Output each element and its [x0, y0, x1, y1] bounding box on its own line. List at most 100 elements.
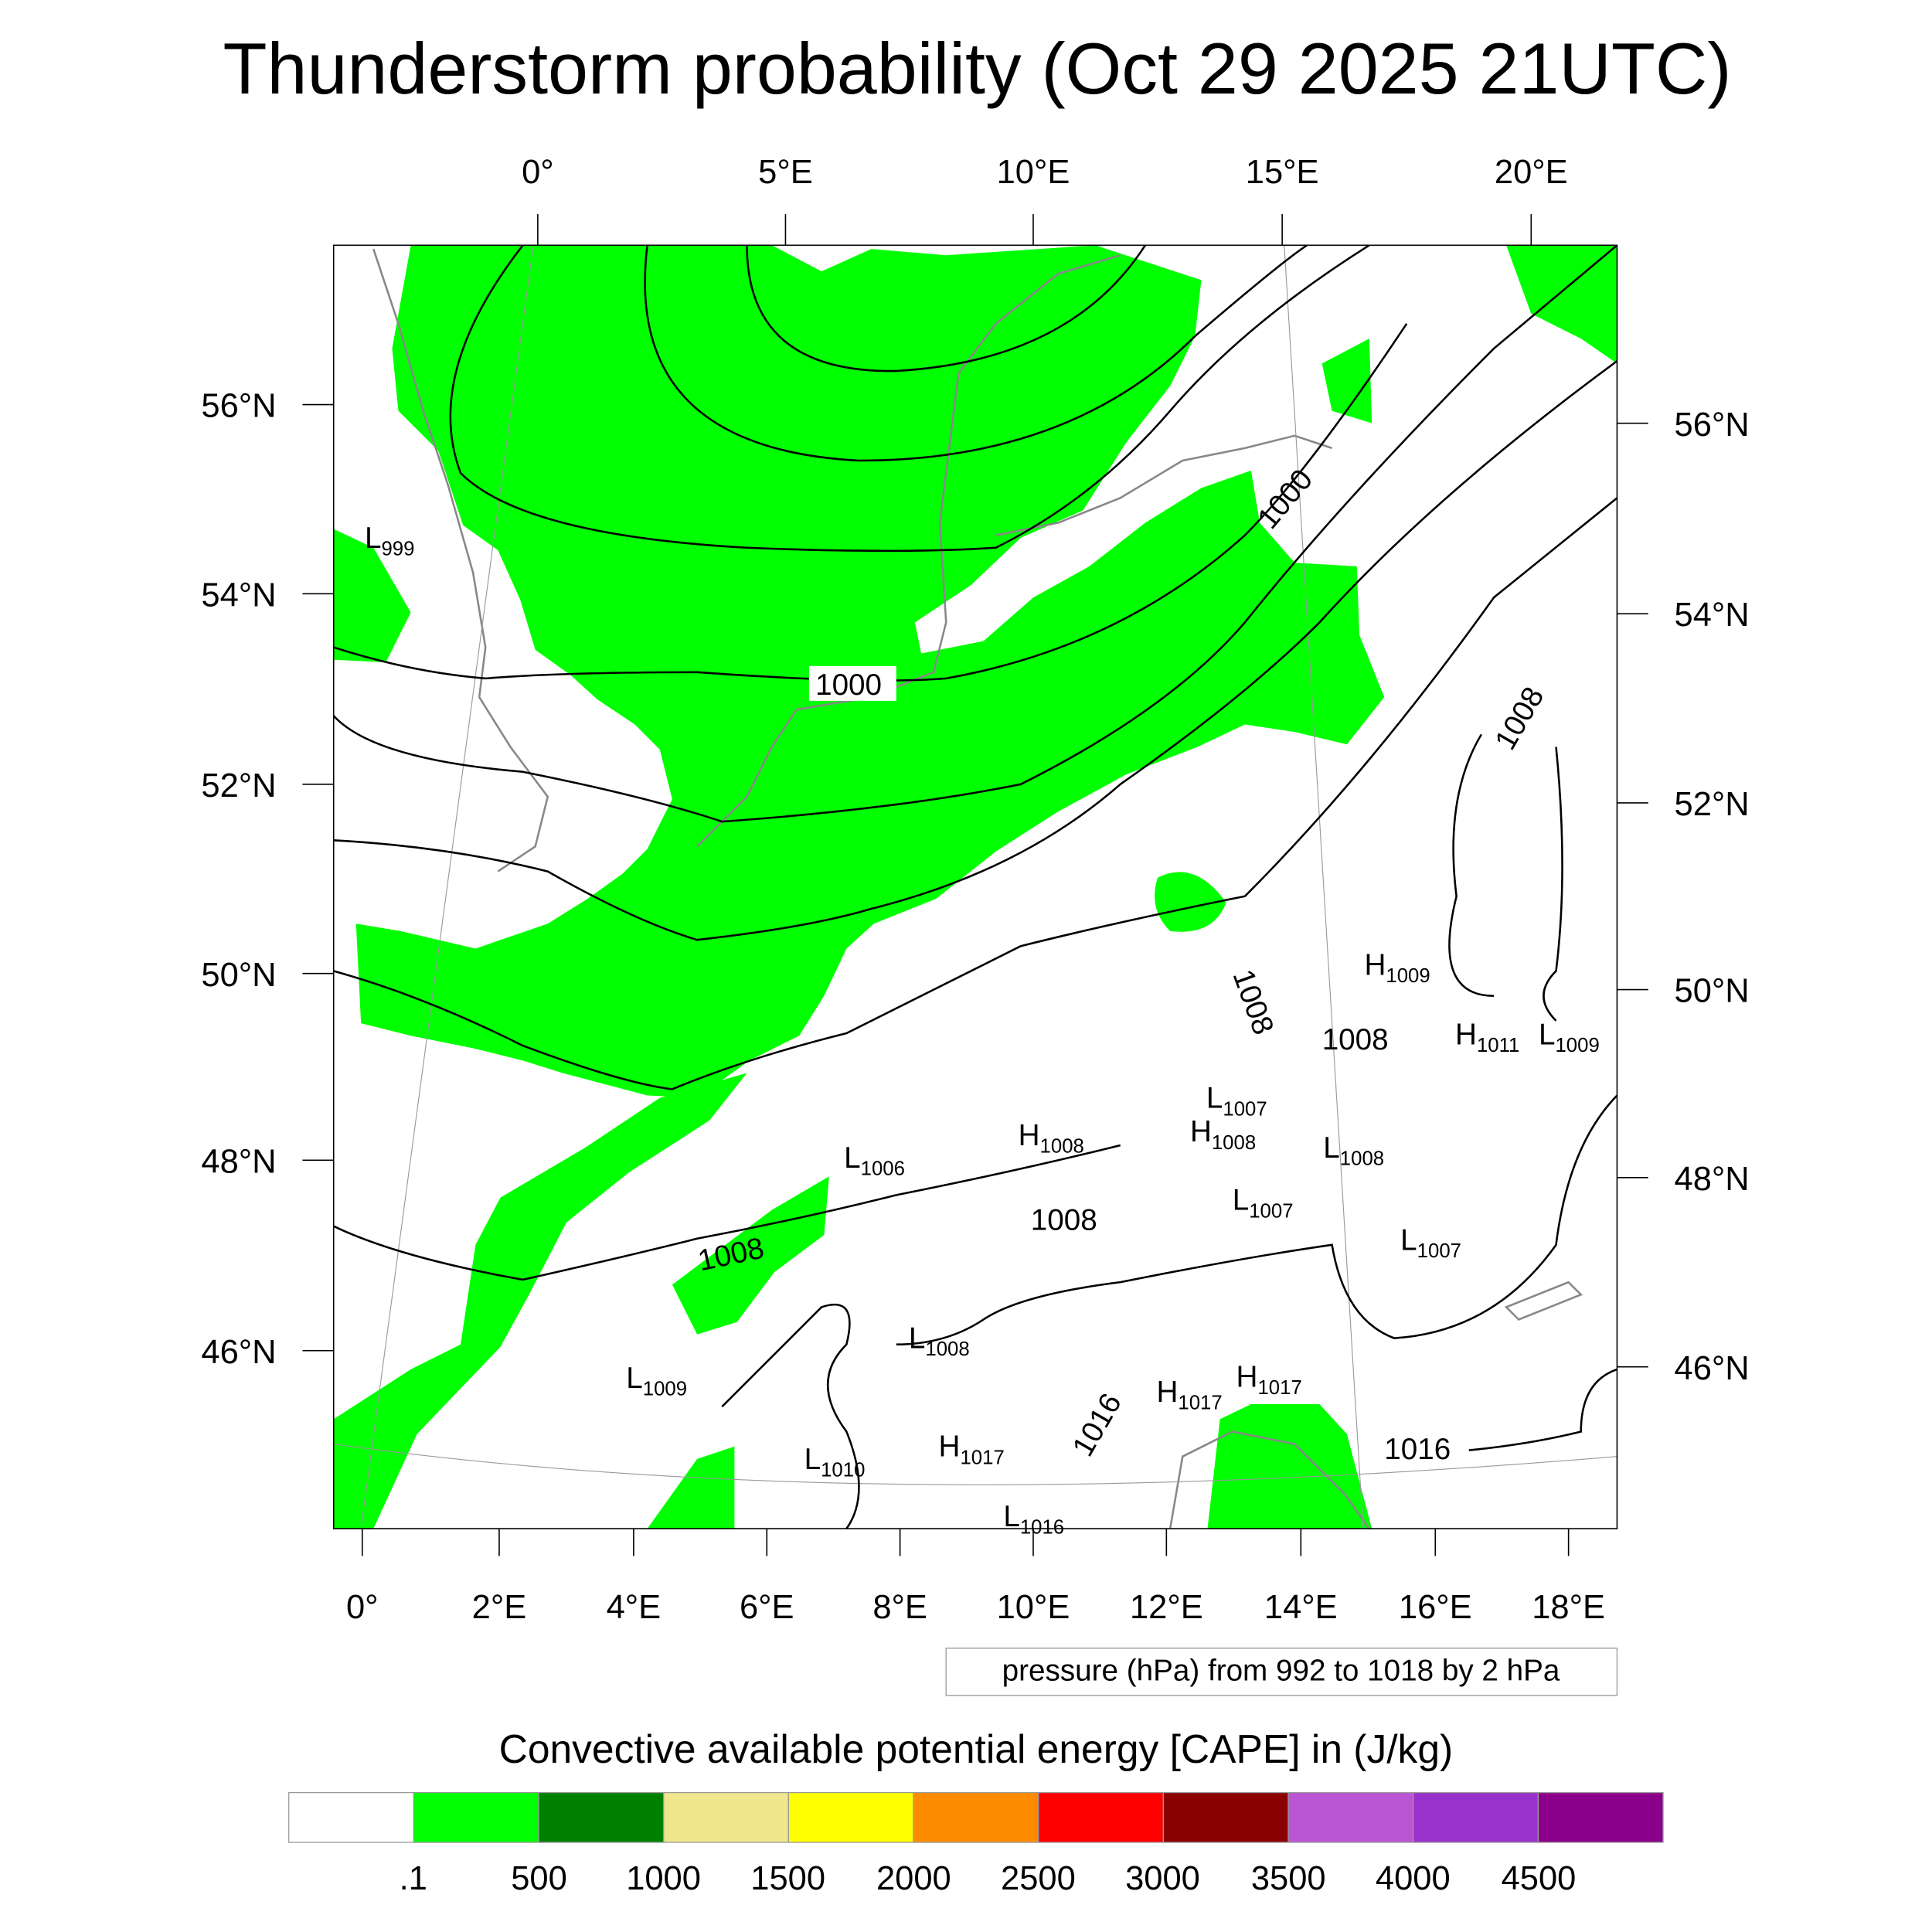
- colorbar-label: .1: [400, 1860, 427, 1897]
- lat-label: 54°N: [1675, 597, 1750, 634]
- cape-region-baltic: [1506, 245, 1617, 364]
- lon-label: 16°E: [1399, 1589, 1472, 1626]
- isobars: [333, 245, 1617, 1529]
- colorbar-label: 1000: [626, 1860, 701, 1897]
- colorbar-label: 4500: [1502, 1860, 1577, 1897]
- pressure-center: L1007: [1233, 1184, 1294, 1223]
- lat-label: 54°N: [201, 577, 276, 614]
- colorbar-label: 1500: [750, 1860, 825, 1897]
- lat-label: 56°N: [1675, 406, 1750, 444]
- lon-label: 10°E: [997, 1589, 1070, 1626]
- pressure-center: L999: [365, 522, 415, 560]
- lat-label: 50°N: [201, 957, 276, 994]
- cape-region-czech: [1155, 872, 1226, 932]
- colorbar-swatch: [913, 1791, 1039, 1843]
- lat-label: 56°N: [201, 388, 276, 425]
- colorbar-label: 2000: [876, 1860, 951, 1897]
- pressure-center: L1006: [844, 1141, 905, 1180]
- lon-label: 10°E: [997, 154, 1070, 191]
- pressure-center: H1017: [939, 1430, 1005, 1469]
- contour-label: 1016: [1066, 1388, 1128, 1462]
- lon-label: 12°E: [1130, 1589, 1203, 1626]
- cape-region-southwest: [333, 1073, 747, 1529]
- pressure-center: L1007: [1400, 1223, 1461, 1262]
- axis-ticks: [302, 214, 1648, 1556]
- contour-label: 1000: [1251, 463, 1319, 535]
- colorbar-swatch: [538, 1791, 665, 1843]
- lon-label: 15°E: [1246, 154, 1319, 191]
- colorbar-title: Convective available potential energy [C…: [499, 1726, 1454, 1771]
- lat-label: 50°N: [1675, 973, 1750, 1010]
- lat-label: 46°N: [1675, 1350, 1750, 1387]
- pressure-center: L1009: [626, 1362, 687, 1400]
- colorbar-swatch: [413, 1791, 539, 1843]
- colorbar-label: 4000: [1376, 1860, 1451, 1897]
- lat-label: 46°N: [201, 1334, 276, 1371]
- pressure-center: L1010: [804, 1443, 866, 1481]
- pressure-center: L1007: [1206, 1082, 1267, 1121]
- cape-region-adriatic: [1207, 1404, 1372, 1529]
- contour-label: 1000: [815, 668, 882, 702]
- contour-label: 1008: [1488, 682, 1550, 756]
- contour-info-text: pressure (hPa) from 992 to 1018 by 2 hPa: [1002, 1655, 1560, 1688]
- cape-region-alps-west: [672, 1176, 829, 1335]
- colorbar-label: 3500: [1251, 1860, 1326, 1897]
- colorbar-swatch: [1413, 1791, 1539, 1843]
- pressure-center: H1017: [1156, 1376, 1222, 1414]
- lat-label: 48°N: [1675, 1161, 1750, 1198]
- top-longitude-labels: 0° 5°E 10°E 15°E 20°E: [522, 154, 1568, 191]
- lon-label: 14°E: [1264, 1589, 1338, 1626]
- cape-region-poland-north: [1321, 338, 1372, 423]
- colorbar-label: 2500: [1001, 1860, 1076, 1897]
- right-latitude-labels: 56°N 54°N 52°N 50°N 48°N 46°N: [1675, 406, 1750, 1387]
- graticule: [333, 245, 1617, 1529]
- cape-region-uk: [333, 529, 411, 662]
- lon-label: 18°E: [1532, 1589, 1605, 1626]
- lon-label: 5°E: [758, 154, 813, 191]
- lon-label: 6°E: [740, 1589, 794, 1626]
- lat-label: 52°N: [201, 767, 276, 804]
- contour-label: 1008: [1031, 1203, 1097, 1236]
- colorbar-swatch: [1162, 1791, 1289, 1843]
- contour-info-box: pressure (hPa) from 992 to 1018 by 2 hPa: [945, 1647, 1618, 1696]
- pressure-center: H1017: [1236, 1360, 1302, 1399]
- colorbar-swatch: [1537, 1791, 1664, 1843]
- left-latitude-labels: 56°N 54°N 52°N 50°N 48°N 46°N: [201, 388, 276, 1371]
- map-panel: 1000 1000 1008 1008 1008 1008 1008 1016 …: [332, 244, 1618, 1539]
- lon-label: 2°E: [472, 1589, 527, 1626]
- lat-label: 48°N: [201, 1143, 276, 1180]
- colorbar-label: 3000: [1125, 1860, 1200, 1897]
- map-frame: [332, 244, 1618, 1529]
- colorbar-swatch: [1287, 1791, 1414, 1843]
- lon-label: 0°: [346, 1589, 379, 1626]
- colorbar-swatch: [288, 1791, 415, 1843]
- colorbar-label: 500: [511, 1860, 567, 1897]
- colorbar-swatch: [663, 1791, 790, 1843]
- colorbar-labels: .1 500 1000 1500 2000 2500 3000 3500 400…: [400, 1860, 1577, 1897]
- pressure-center: H1011: [1455, 1018, 1519, 1056]
- contour-label: 1008: [1322, 1023, 1389, 1056]
- coastlines: [372, 248, 1583, 1529]
- lon-label: 20°E: [1495, 154, 1568, 191]
- cape-region-south-france: [647, 1446, 735, 1529]
- pressure-center: H1008: [1019, 1119, 1084, 1158]
- colorbar-swatch: [787, 1791, 914, 1843]
- lon-label: 0°: [522, 154, 554, 191]
- pressure-centers: L999 H1009 H1011 L1009 L1007 H1008 H1008…: [365, 522, 1600, 1539]
- figure-title: Thunderstorm probability (Oct 29 2025 21…: [223, 28, 1731, 109]
- pressure-center: L1008: [909, 1322, 970, 1361]
- contour-label: 1016: [1384, 1433, 1451, 1466]
- lon-label: 4°E: [607, 1589, 662, 1626]
- lon-label: 8°E: [872, 1589, 927, 1626]
- pressure-center: H1009: [1364, 948, 1430, 987]
- pressure-center: L1008: [1323, 1131, 1384, 1170]
- pressure-center: L1009: [1539, 1018, 1600, 1056]
- pressure-center: L1016: [1003, 1500, 1064, 1539]
- colorbar-swatch: [1038, 1791, 1165, 1843]
- lat-label: 52°N: [1675, 786, 1750, 823]
- cape-shading: [333, 245, 1617, 1529]
- bottom-longitude-labels: 0° 2°E 4°E 6°E 8°E 10°E 12°E 14°E 16°E 1…: [346, 1589, 1605, 1626]
- contour-label: 1008: [1226, 965, 1281, 1039]
- pressure-center: H1008: [1190, 1115, 1256, 1154]
